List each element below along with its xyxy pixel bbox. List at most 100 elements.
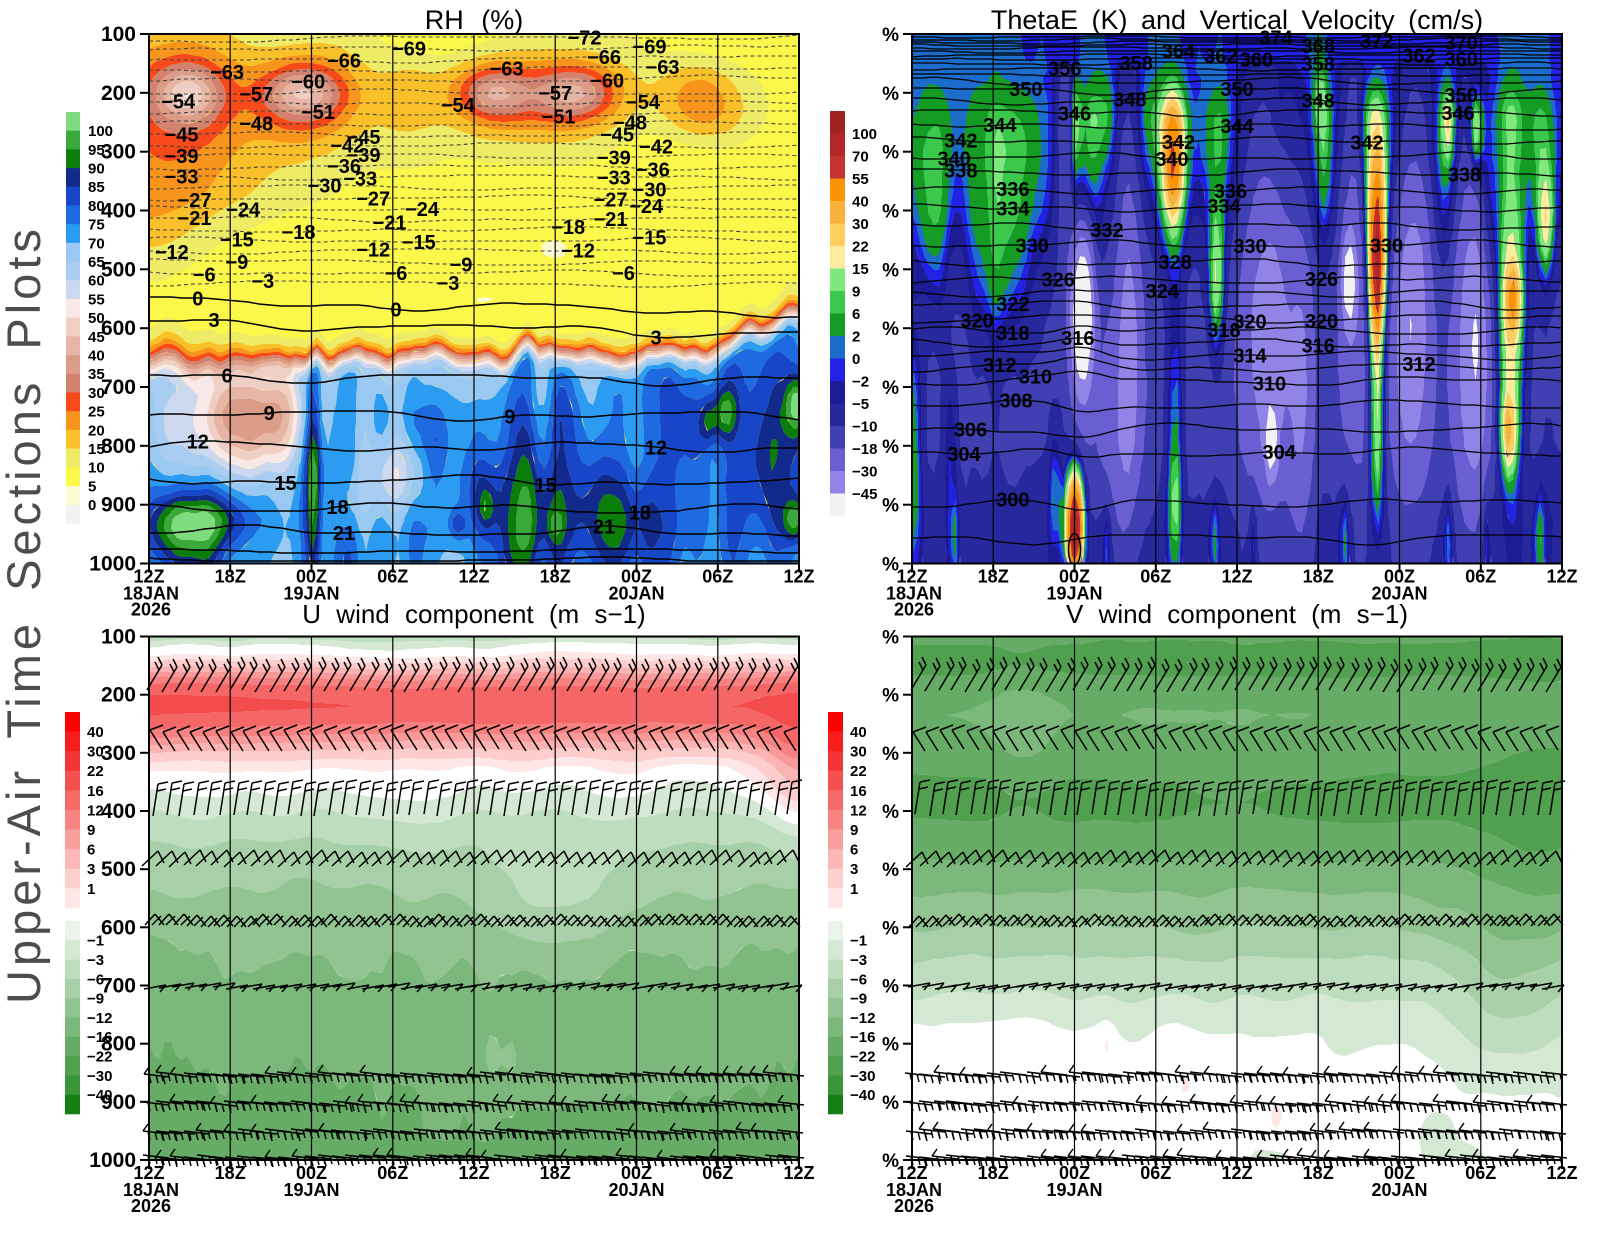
svg-text:312: 312 [1402,354,1435,376]
svg-text:324: 324 [1146,281,1180,303]
svg-text:−1: −1 [87,933,104,950]
svg-text:−24: −24 [226,199,261,221]
svg-text:9: 9 [264,403,275,425]
svg-text:%: % [882,496,899,517]
svg-text:18JAN: 18JAN [123,1180,179,1200]
svg-text:%: % [882,1035,899,1056]
svg-text:55: 55 [852,171,869,188]
svg-text:−66: −66 [587,47,621,69]
svg-text:300: 300 [996,490,1029,512]
svg-text:%: % [882,977,899,998]
svg-text:3: 3 [208,310,219,332]
svg-text:9: 9 [504,407,515,429]
svg-text:−6: −6 [385,263,408,285]
svg-text:2026: 2026 [894,600,934,620]
svg-text:−60: −60 [590,70,624,92]
svg-text:18Z: 18Z [1303,1163,1334,1183]
svg-text:06Z: 06Z [702,1163,733,1183]
svg-text:700: 700 [101,975,136,998]
svg-text:−57: −57 [239,84,273,106]
svg-text:−21: −21 [594,209,628,231]
svg-text:342: 342 [944,131,977,153]
svg-text:−54: −54 [626,92,661,114]
svg-text:40: 40 [852,193,869,210]
svg-text:−33: −33 [597,168,631,190]
svg-text:2026: 2026 [894,1196,934,1216]
svg-text:−51: −51 [301,102,335,124]
svg-text:372: 372 [1360,31,1393,53]
svg-text:−15: −15 [633,228,667,250]
svg-text:100: 100 [101,626,136,649]
svg-text:334: 334 [1207,196,1241,218]
svg-text:40: 40 [850,724,867,741]
svg-text:06Z: 06Z [1140,567,1171,587]
svg-text:85: 85 [88,179,105,196]
svg-text:300: 300 [101,742,136,765]
svg-text:−18: −18 [282,222,316,244]
svg-text:342: 342 [1162,132,1195,154]
svg-text:−12: −12 [155,242,189,264]
svg-text:9: 9 [852,283,860,300]
svg-text:−45: −45 [165,124,199,146]
svg-text:−15: −15 [402,232,436,254]
svg-text:2026: 2026 [131,600,171,620]
svg-text:−6: −6 [87,971,104,988]
svg-text:12Z: 12Z [133,567,164,587]
svg-text:−21: −21 [373,212,407,234]
svg-text:−22: −22 [850,1049,875,1066]
svg-text:00Z: 00Z [1059,1163,1090,1183]
svg-text:−2: −2 [852,373,869,390]
svg-text:18Z: 18Z [540,567,571,587]
svg-text:12: 12 [87,802,104,819]
svg-text:12Z: 12Z [1546,1163,1577,1183]
svg-text:−63: −63 [490,59,524,81]
svg-text:%: % [882,84,899,105]
svg-text:%: % [882,260,899,281]
svg-text:%: % [882,918,899,939]
svg-text:0: 0 [88,497,96,514]
svg-text:65: 65 [88,254,105,271]
svg-text:360: 360 [1240,49,1273,71]
svg-text:1000: 1000 [89,1149,136,1172]
svg-text:−45: −45 [600,125,634,147]
svg-text:−12: −12 [87,1010,112,1027]
svg-text:6: 6 [850,842,858,859]
svg-text:19JAN: 19JAN [283,584,339,604]
svg-text:30: 30 [87,744,104,761]
svg-text:00Z: 00Z [1059,567,1090,587]
svg-text:−16: −16 [87,1029,112,1046]
svg-text:12: 12 [187,432,209,454]
svg-text:30: 30 [88,385,105,402]
svg-text:%: % [882,319,899,340]
svg-text:18Z: 18Z [540,1163,571,1183]
svg-text:50: 50 [88,310,105,327]
svg-text:12: 12 [645,437,667,459]
svg-text:−12: −12 [850,1010,875,1027]
svg-text:06Z: 06Z [377,1163,408,1183]
svg-text:12Z: 12Z [1546,567,1577,587]
svg-text:−30: −30 [308,176,342,198]
svg-text:12: 12 [850,802,867,819]
svg-text:338: 338 [1448,165,1481,187]
svg-text:362: 362 [1204,46,1237,68]
svg-text:−60: −60 [291,72,325,94]
svg-text:500: 500 [101,258,136,281]
svg-text:12Z: 12Z [783,567,814,587]
svg-text:15: 15 [88,441,105,458]
svg-text:0: 0 [390,300,401,322]
svg-text:−9: −9 [225,252,248,274]
svg-text:−36: −36 [327,156,361,178]
svg-text:80: 80 [88,198,105,215]
svg-text:330: 330 [1233,236,1266,258]
svg-text:−30: −30 [852,463,877,480]
svg-text:12Z: 12Z [896,1163,927,1183]
svg-text:200: 200 [101,684,136,707]
svg-text:318: 318 [1207,320,1240,342]
svg-text:400: 400 [101,800,136,823]
svg-text:40: 40 [87,724,104,741]
svg-text:−54: −54 [161,91,196,113]
svg-text:ThetaE (K) and Vertical Veloci: ThetaE (K) and Vertical Velocity (cm/s) [991,5,1483,35]
svg-text:306: 306 [954,420,987,442]
svg-text:%: % [882,628,899,649]
svg-text:06Z: 06Z [702,567,733,587]
